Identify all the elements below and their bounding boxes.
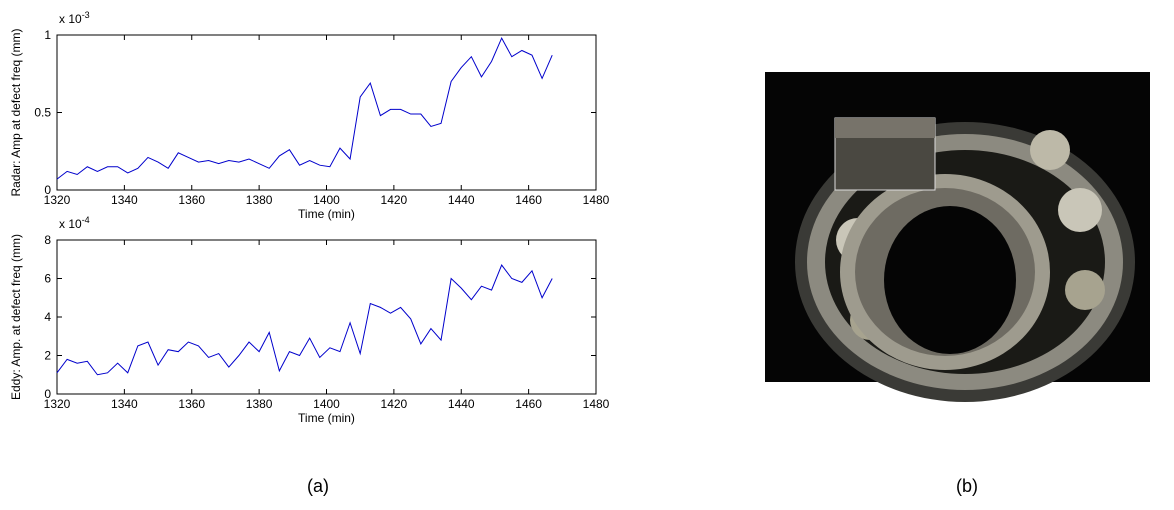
x-tick-label: 1440	[448, 193, 475, 207]
y-tick-label: 4	[44, 310, 51, 324]
y-scale-exponent: -3	[82, 10, 90, 20]
y-scale-label: x 10-4	[59, 215, 90, 231]
bearing-photo	[765, 72, 1150, 402]
y-tick-label: 0.5	[34, 106, 51, 120]
data-line	[57, 38, 552, 179]
plot-frame	[57, 35, 596, 190]
x-axis-label: Time (min)	[298, 207, 355, 221]
x-tick-label: 1360	[178, 397, 205, 411]
data-line	[57, 265, 552, 375]
y-scale-label: x 10-3	[59, 10, 90, 26]
caption: (b)	[956, 476, 978, 496]
x-tick-label: 1420	[381, 397, 408, 411]
x-tick-label: 1400	[313, 397, 340, 411]
figure: (a) (b) 13201340136013801400142014401460…	[0, 0, 1174, 505]
x-tick-label: 1480	[583, 193, 610, 207]
y-tick-label: 8	[44, 233, 51, 247]
caption: (a)	[307, 476, 329, 496]
x-tick-label: 1340	[111, 397, 138, 411]
y-tick-label: 0	[44, 387, 51, 401]
y-tick-label: 6	[44, 272, 51, 286]
x-tick-label: 1400	[313, 193, 340, 207]
x-tick-label: 1380	[246, 193, 273, 207]
x-tick-label: 1460	[515, 193, 542, 207]
x-tick-label: 1480	[583, 397, 610, 411]
x-tick-label: 1460	[515, 397, 542, 411]
y-scale-exponent: -4	[82, 215, 90, 225]
x-tick-label: 1340	[111, 193, 138, 207]
y-tick-label: 1	[44, 28, 51, 42]
y-tick-label: 0	[44, 183, 51, 197]
y-scale-base: x 10	[59, 12, 82, 26]
x-tick-label: 1380	[246, 397, 273, 411]
y-axis-label: Eddy: Amp. at defect freq (mm)	[9, 234, 23, 400]
x-tick-label: 1440	[448, 397, 475, 411]
y-scale-base: x 10	[59, 217, 82, 231]
y-axis-label: Radar: Amp at defect freq (mm)	[9, 28, 23, 196]
x-tick-label: 1420	[381, 193, 408, 207]
x-axis-label: Time (min)	[298, 411, 355, 425]
x-tick-label: 1360	[178, 193, 205, 207]
y-tick-label: 2	[44, 349, 51, 363]
plot-frame	[57, 240, 596, 394]
